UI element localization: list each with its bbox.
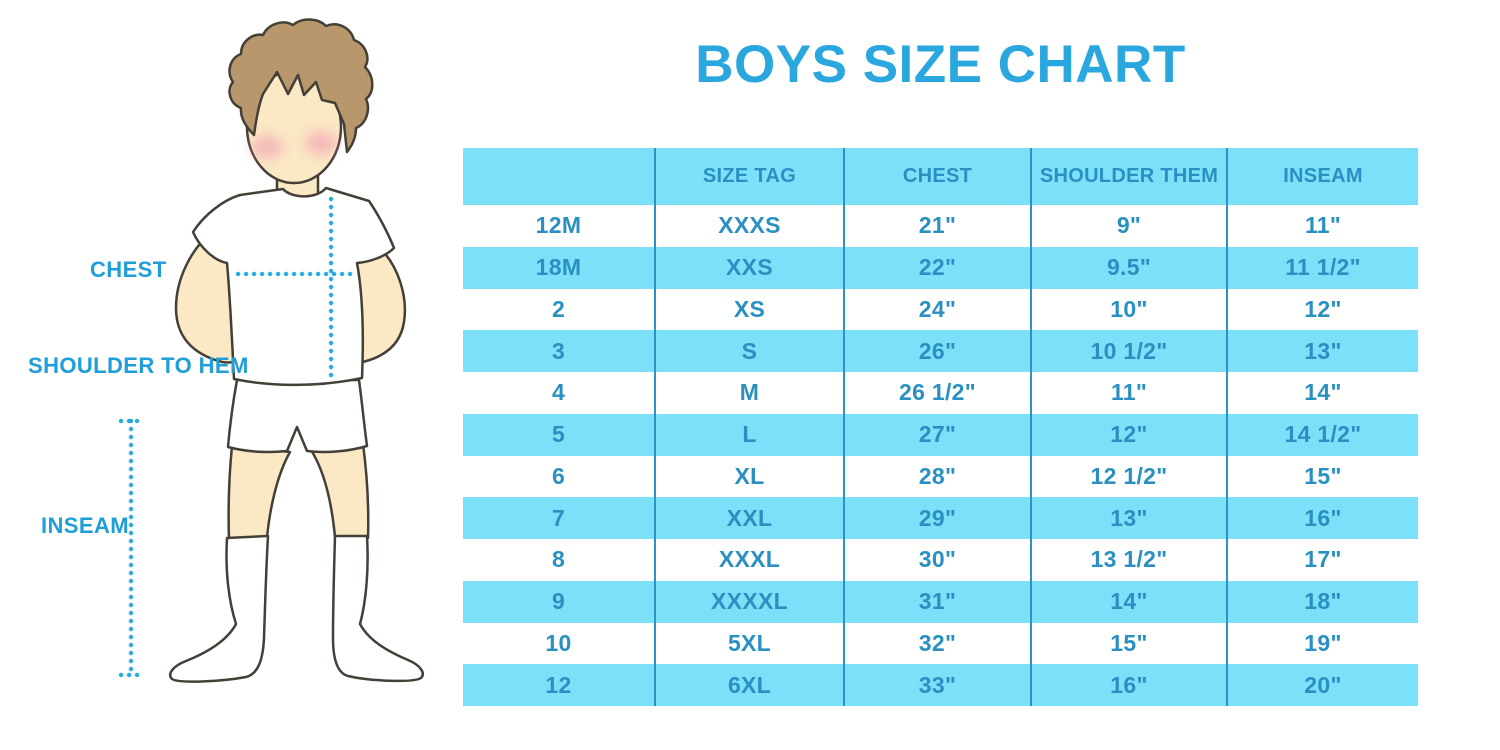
size-tag-cell: 5XL	[656, 622, 845, 665]
shoulder-hem-cell: 16"	[1032, 664, 1228, 706]
table-row: 10 5XL 32" 15" 19"	[463, 622, 1418, 665]
right-cheek	[305, 131, 337, 155]
right-sock	[331, 534, 424, 683]
inseam-cell: 17"	[1304, 546, 1342, 573]
table-row: 6 XL 28" 12 1/2" 15"	[463, 455, 1418, 498]
shoulder-hem-cell: 14"	[1032, 580, 1228, 623]
size-tag-cell: M	[656, 372, 845, 414]
inseam-cell: 12"	[1304, 295, 1342, 322]
inseam-cell: 13"	[1304, 337, 1342, 364]
page-title: BOYS SIZE CHART	[695, 35, 1186, 94]
size-tag-cell: XXXS	[656, 205, 845, 247]
size-cell: 10	[463, 622, 656, 665]
size-tag-cell: 6XL	[656, 664, 845, 706]
size-cell: 7	[463, 497, 656, 539]
size-cell: 5	[463, 413, 656, 456]
chest-cell: 22"	[845, 246, 1032, 289]
size-cell: 6	[463, 455, 656, 498]
chest-cell: 27"	[845, 413, 1032, 456]
size-cell: 9	[463, 580, 656, 623]
left-sock	[169, 534, 270, 683]
boy-illustration	[118, 18, 424, 683]
size-cell: 3	[463, 330, 656, 372]
size-tag-cell: XL	[656, 455, 845, 498]
size-table: SIZE TAG CHEST SHOULDER THEM INSEAM 12M XXXS 2…	[463, 148, 1418, 706]
size-tag-cell: L	[656, 413, 845, 456]
size-tag-cell: S	[656, 330, 845, 372]
chest-cell: 24"	[845, 288, 1032, 331]
table-header-row: SIZE TAG CHEST SHOULDER THEM INSEAM	[463, 148, 1418, 205]
hair	[228, 18, 374, 154]
inseam-cell: 18"	[1304, 588, 1342, 615]
shoulder-hem-cell: 13"	[1032, 497, 1228, 539]
size-cell: 2	[463, 288, 656, 331]
size-tag-cell: XXS	[656, 246, 845, 289]
header-cell-shoulder-hem: SHOULDER THEM	[1032, 148, 1228, 205]
chest-label: CHEST	[90, 257, 167, 282]
size-cell: 12	[463, 664, 656, 706]
inseam-cell: 14"	[1304, 379, 1342, 406]
size-cell: 18M	[463, 246, 656, 289]
inseam-cell: 15"	[1304, 462, 1342, 489]
shoulder-hem-cell: 12 1/2"	[1032, 455, 1228, 498]
table-row: 8 XXXL 30" 13 1/2" 17"	[463, 539, 1418, 581]
chest-cell: 30"	[845, 539, 1032, 581]
measurement-lines	[118, 196, 359, 678]
table-row: 4 M 26 1/2" 11" 14"	[463, 372, 1418, 414]
size-tag-cell: XS	[656, 288, 845, 331]
inseam-label: INSEAM	[41, 513, 129, 538]
right-leg	[309, 442, 370, 540]
shoulder-to-hem-label: SHOULDER TO HEM	[28, 353, 249, 378]
size-cell: 8	[463, 539, 656, 581]
size-tag-cell: XXXXL	[656, 580, 845, 623]
header-cell-chest: CHEST	[845, 148, 1032, 205]
inseam-cell: 16"	[1304, 504, 1342, 531]
left-leg	[227, 444, 292, 542]
chest-cell: 26 1/2"	[845, 372, 1032, 414]
chest-cell: 29"	[845, 497, 1032, 539]
t-shirt	[191, 186, 396, 387]
inseam-dotted-line	[118, 418, 146, 678]
left-cheek	[251, 135, 283, 159]
table-row: 7 XXL 29" 13" 16"	[463, 497, 1418, 539]
size-tag-cell: XXXL	[656, 539, 845, 581]
header-cell-size	[463, 148, 656, 205]
size-tag-cell: XXL	[656, 497, 845, 539]
inseam-cell: 14 1/2"	[1284, 421, 1362, 448]
chest-cell: 26"	[845, 330, 1032, 372]
chest-cell: 32"	[845, 622, 1032, 665]
shoulder-hem-cell: 12"	[1032, 413, 1228, 456]
inseam-cell: 19"	[1304, 629, 1342, 656]
table-row: 5 L 27" 12" 14 1/2"	[463, 413, 1418, 456]
table-row: 12M XXXS 21" 9" 11"	[463, 205, 1418, 247]
table-row: 3 S 26" 10 1/2" 13"	[463, 330, 1418, 372]
table-row: 12 6XL 33" 16" 20"	[463, 664, 1418, 706]
shorts	[226, 378, 369, 454]
table-row: 18M XXS 22" 9.5" 11 1/2"	[463, 246, 1418, 289]
inseam-cell: 11 1/2"	[1285, 254, 1361, 281]
size-cell: 12M	[463, 205, 656, 247]
shoulder-hem-cell: 10 1/2"	[1032, 330, 1228, 372]
chest-cell: 28"	[845, 455, 1032, 498]
shoulder-hem-cell: 15"	[1032, 622, 1228, 665]
inseam-cell: 20"	[1304, 671, 1342, 698]
shoulder-hem-cell: 11"	[1032, 372, 1228, 414]
chest-cell: 21"	[845, 205, 1032, 247]
size-cell: 4	[463, 372, 656, 414]
shoulder-hem-cell: 13 1/2"	[1032, 539, 1228, 581]
chest-cell: 33"	[845, 664, 1032, 706]
inseam-cell: 11"	[1304, 212, 1342, 239]
shoulder-hem-cell: 10"	[1032, 288, 1228, 331]
table-row: 9 XXXXL 31" 14" 18"	[463, 580, 1418, 623]
header-cell-inseam: INSEAM	[1283, 165, 1363, 187]
table-row: 2 XS 24" 10" 12"	[463, 288, 1418, 331]
shoulder-hem-cell: 9.5"	[1032, 246, 1228, 289]
shoulder-hem-cell: 9"	[1032, 205, 1228, 247]
header-cell-size-tag: SIZE TAG	[656, 148, 845, 205]
chest-cell: 31"	[845, 580, 1032, 623]
